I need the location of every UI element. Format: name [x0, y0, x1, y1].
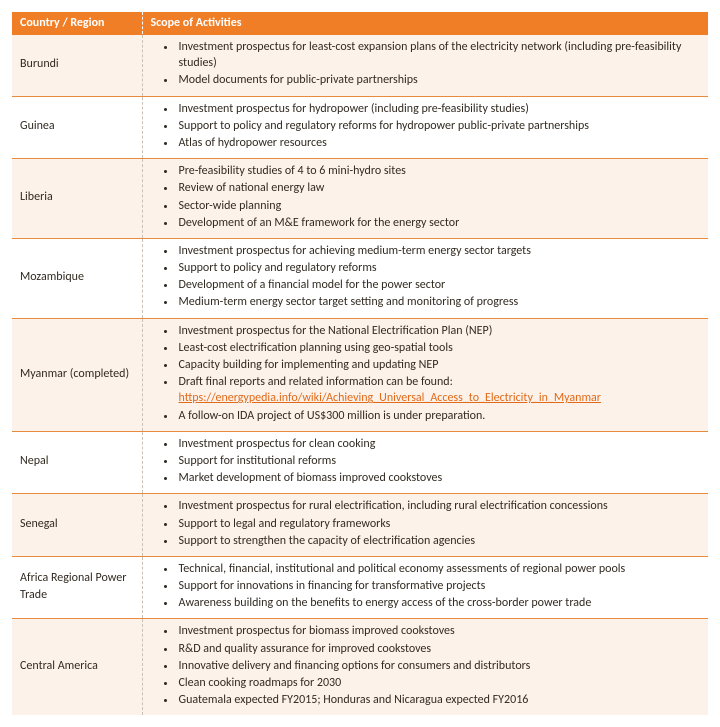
scope-cell: Investment prospectus for least-cost exp… — [142, 35, 708, 97]
scope-cell: Investment prospectus for clean cookingS… — [142, 431, 708, 494]
list-item: Support to strengthen the capacity of el… — [177, 533, 703, 550]
scope-cell: Technical, financial, institutional and … — [142, 556, 708, 619]
list-item: Development of a financial model for the… — [177, 277, 703, 294]
scope-cell: Investment prospectus for hydropower (in… — [142, 96, 708, 159]
list-item: Technical, financial, institutional and … — [177, 561, 703, 578]
list-item: Investment prospectus for least-cost exp… — [177, 39, 703, 72]
list-item: Investment prospectus for rural electrif… — [177, 498, 703, 515]
list-item: Support for innovations in financing for… — [177, 578, 703, 595]
header-scope: Scope of Activities — [142, 12, 708, 35]
table-row: Myanmar (completed) Investment prospectus… — [12, 318, 708, 431]
list-item: Awareness building on the benefits to en… — [177, 595, 703, 612]
list-item: Development of an M&E framework for the … — [177, 215, 703, 232]
scope-list: Investment prospectus for the National E… — [151, 323, 703, 425]
list-item: Atlas of hydropower resources — [177, 135, 703, 152]
scope-list: Investment prospectus for least-cost exp… — [151, 39, 703, 90]
list-item: Support to policy and regulatory reforms — [177, 260, 703, 277]
list-item: Clean cooking roadmaps for 2030 — [177, 675, 703, 692]
country-cell: Myanmar (completed) — [12, 318, 142, 431]
table-row: Guinea Investment prospectus for hydropow… — [12, 96, 708, 159]
country-cell: Mozambique — [12, 238, 142, 318]
scope-list: Investment prospectus for clean cookingS… — [151, 436, 703, 488]
list-item: Support for institutional reforms — [177, 453, 703, 470]
table-row: Burundi Investment prospectus for least-c… — [12, 35, 708, 97]
scope-cell: Investment prospectus for the National E… — [142, 318, 708, 431]
list-item: Model documents for public-private partn… — [177, 72, 703, 89]
item-text: Draft final reports and related informat… — [179, 375, 453, 389]
scope-list: Investment prospectus for rural electrif… — [151, 498, 703, 550]
table-row: Senegal Investment prospectus for rural e… — [12, 494, 708, 557]
scope-list: Investment prospectus for achieving medi… — [151, 243, 703, 312]
table-row: Africa Regional Power Trade Technical, fi… — [12, 556, 708, 619]
table-row: NepalInvestment prospectus for clean coo… — [12, 431, 708, 494]
country-cell: Liberia — [12, 159, 142, 239]
list-item: Innovative delivery and financing option… — [177, 658, 703, 675]
list-item: Sector-wide planning — [177, 198, 703, 215]
list-item: Pre-feasibility studies of 4 to 6 mini-h… — [177, 163, 703, 180]
list-item: Capacity building for implementing and u… — [177, 357, 703, 374]
list-item: Investment prospectus for clean cooking — [177, 436, 703, 453]
item-link[interactable]: https://energypedia.info/wiki/Achieving_… — [179, 391, 601, 405]
activities-table: Country / Region Scope of Activities Bur… — [12, 12, 708, 715]
table-row: Mozambique Investment prospectus for achi… — [12, 238, 708, 318]
country-cell: Nepal — [12, 431, 142, 494]
list-item: A follow-on IDA project of US$300 millio… — [177, 408, 703, 425]
list-item: Review of national energy law — [177, 180, 703, 197]
country-cell: Senegal — [12, 494, 142, 557]
list-item: Medium-term energy sector target setting… — [177, 294, 703, 311]
list-item: Least-cost electrification planning usin… — [177, 340, 703, 357]
list-item: Support to policy and regulatory reforms… — [177, 118, 703, 135]
scope-cell: Pre-feasibility studies of 4 to 6 mini-h… — [142, 159, 708, 239]
scope-cell: Investment prospectus for achieving medi… — [142, 238, 708, 318]
scope-list: Investment prospectus for hydropower (in… — [151, 101, 703, 153]
country-cell: Africa Regional Power Trade — [12, 556, 142, 619]
list-item: R&D and quality assurance for improved c… — [177, 641, 703, 658]
scope-list: Technical, financial, institutional and … — [151, 561, 703, 613]
list-item: Support to legal and regulatory framewor… — [177, 516, 703, 533]
country-cell: Central America — [12, 619, 142, 715]
list-item: Investment prospectus for achieving medi… — [177, 243, 703, 260]
scope-list: Investment prospectus for biomass improv… — [151, 623, 703, 709]
country-cell: Burundi — [12, 35, 142, 97]
list-item: Guatemala expected FY2015; Honduras and … — [177, 692, 703, 709]
list-item: Draft final reports and related informat… — [177, 374, 703, 407]
list-item: Market development of biomass improved c… — [177, 470, 703, 487]
scope-list: Pre-feasibility studies of 4 to 6 mini-h… — [151, 163, 703, 232]
list-item: Investment prospectus for hydropower (in… — [177, 101, 703, 118]
table-row: Central America Investment prospectus for… — [12, 619, 708, 715]
scope-cell: Investment prospectus for biomass improv… — [142, 619, 708, 715]
country-cell: Guinea — [12, 96, 142, 159]
header-country: Country / Region — [12, 12, 142, 35]
list-item: Investment prospectus for biomass improv… — [177, 623, 703, 640]
list-item: Investment prospectus for the National E… — [177, 323, 703, 340]
table-row: Liberia Pre-feasibility studies of 4 to 6… — [12, 159, 708, 239]
scope-cell: Investment prospectus for rural electrif… — [142, 494, 708, 557]
